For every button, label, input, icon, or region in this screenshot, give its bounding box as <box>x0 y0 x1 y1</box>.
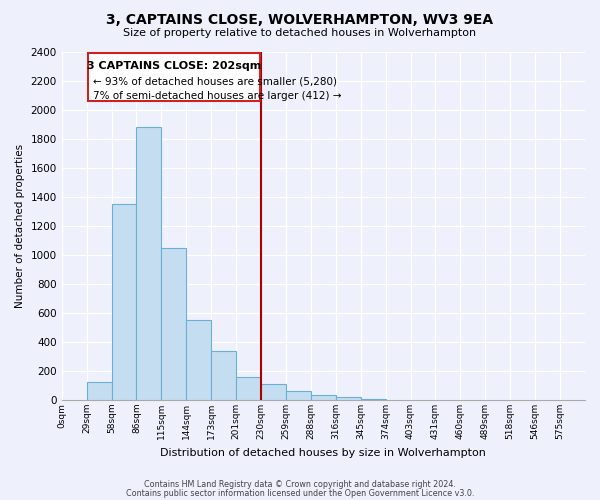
Text: Contains HM Land Registry data © Crown copyright and database right 2024.: Contains HM Land Registry data © Crown c… <box>144 480 456 489</box>
Bar <box>161 248 186 400</box>
Bar <box>211 350 236 400</box>
Text: Size of property relative to detached houses in Wolverhampton: Size of property relative to detached ho… <box>124 28 476 38</box>
Text: Contains public sector information licensed under the Open Government Licence v3: Contains public sector information licen… <box>126 488 474 498</box>
FancyBboxPatch shape <box>88 53 260 101</box>
Bar <box>86 382 112 400</box>
X-axis label: Distribution of detached houses by size in Wolverhampton: Distribution of detached houses by size … <box>160 448 486 458</box>
Text: 3, CAPTAINS CLOSE, WOLVERHAMPTON, WV3 9EA: 3, CAPTAINS CLOSE, WOLVERHAMPTON, WV3 9E… <box>106 12 494 26</box>
Y-axis label: Number of detached properties: Number of detached properties <box>15 144 25 308</box>
Bar <box>186 320 211 400</box>
Bar <box>112 204 136 400</box>
Bar <box>336 397 361 400</box>
Bar <box>236 377 261 400</box>
Bar <box>311 395 336 400</box>
Bar <box>286 390 311 400</box>
Text: 7% of semi-detached houses are larger (412) →: 7% of semi-detached houses are larger (4… <box>93 90 341 101</box>
Bar <box>261 384 286 400</box>
Text: 3 CAPTAINS CLOSE: 202sqm: 3 CAPTAINS CLOSE: 202sqm <box>86 61 261 71</box>
Text: ← 93% of detached houses are smaller (5,280): ← 93% of detached houses are smaller (5,… <box>93 76 337 86</box>
Bar <box>136 127 161 400</box>
